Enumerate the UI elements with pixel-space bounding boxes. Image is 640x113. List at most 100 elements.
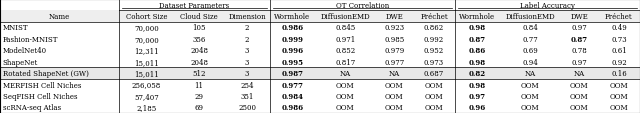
- Text: Dataset Parameters: Dataset Parameters: [159, 2, 230, 10]
- Text: 0.86: 0.86: [468, 47, 486, 55]
- Text: OOM: OOM: [425, 103, 444, 111]
- Text: 0.845: 0.845: [335, 24, 355, 32]
- Text: DiffusionEMD: DiffusionEMD: [506, 13, 555, 21]
- Text: 0.996: 0.996: [282, 47, 303, 55]
- Text: 70,000: 70,000: [134, 36, 159, 44]
- Text: OOM: OOM: [336, 81, 355, 89]
- Text: NA: NA: [389, 69, 400, 77]
- Text: 0.986: 0.986: [282, 24, 303, 32]
- Text: 0.77: 0.77: [522, 36, 538, 44]
- Text: OOM: OOM: [425, 92, 444, 100]
- Text: SeqFISH Cell Niches: SeqFISH Cell Niches: [3, 92, 77, 100]
- Text: MERFISH Cell Niches: MERFISH Cell Niches: [3, 81, 81, 89]
- Text: 0.992: 0.992: [424, 36, 444, 44]
- Text: 57,407: 57,407: [134, 92, 159, 100]
- Text: Cloud Size: Cloud Size: [180, 13, 218, 21]
- Text: 0.973: 0.973: [424, 58, 444, 66]
- Text: ModelNet40: ModelNet40: [3, 47, 47, 55]
- Text: DWE: DWE: [385, 13, 403, 21]
- Text: 351: 351: [241, 92, 254, 100]
- Text: 0.78: 0.78: [572, 47, 588, 55]
- Text: 0.979: 0.979: [384, 47, 404, 55]
- Text: 3: 3: [245, 58, 250, 66]
- Text: 0.98: 0.98: [468, 58, 486, 66]
- Text: OOM: OOM: [385, 92, 404, 100]
- Text: OOM: OOM: [521, 92, 540, 100]
- Text: OOM: OOM: [570, 103, 589, 111]
- Text: Rotated ShapeNet (GW): Rotated ShapeNet (GW): [3, 69, 88, 77]
- Text: 2: 2: [245, 24, 250, 32]
- Text: 0.61: 0.61: [611, 47, 627, 55]
- Text: 0.817: 0.817: [335, 58, 355, 66]
- Text: Name: Name: [49, 13, 70, 21]
- Text: 0.971: 0.971: [335, 36, 355, 44]
- Text: 0.69: 0.69: [522, 47, 538, 55]
- Text: OOM: OOM: [609, 81, 628, 89]
- Bar: [0, 11, 640, 23]
- Text: 0.952: 0.952: [424, 47, 444, 55]
- Text: 15,011: 15,011: [134, 58, 159, 66]
- Text: 0.999: 0.999: [282, 36, 303, 44]
- Text: 0.985: 0.985: [384, 36, 404, 44]
- Text: 0.92: 0.92: [611, 58, 627, 66]
- Text: 0.87: 0.87: [571, 36, 588, 44]
- Text: scRNA-seq Atlas: scRNA-seq Atlas: [3, 103, 61, 111]
- Text: OOM: OOM: [609, 92, 628, 100]
- Text: 0.97: 0.97: [572, 58, 588, 66]
- Text: 512: 512: [193, 69, 206, 77]
- Text: 0.97: 0.97: [572, 24, 588, 32]
- Text: 2,185: 2,185: [136, 103, 157, 111]
- Text: OOM: OOM: [521, 103, 540, 111]
- Text: 0.73: 0.73: [611, 36, 627, 44]
- Text: Fréchet: Fréchet: [420, 13, 448, 21]
- Text: DiffusionEMD: DiffusionEMD: [321, 13, 370, 21]
- Text: 3: 3: [245, 47, 250, 55]
- Text: OOM: OOM: [570, 81, 589, 89]
- Text: 0.49: 0.49: [611, 24, 627, 32]
- Text: 11: 11: [195, 81, 204, 89]
- Text: 0.862: 0.862: [424, 24, 444, 32]
- Text: NA: NA: [340, 69, 351, 77]
- Text: 0.97: 0.97: [468, 92, 486, 100]
- Text: 0.82: 0.82: [468, 69, 486, 77]
- Text: 0.977: 0.977: [384, 58, 404, 66]
- Text: Dimension: Dimension: [228, 13, 266, 21]
- Bar: [0, 68, 640, 79]
- Text: DWE: DWE: [570, 13, 588, 21]
- Text: 0.94: 0.94: [522, 58, 538, 66]
- Text: 0.986: 0.986: [282, 103, 303, 111]
- Text: 0.98: 0.98: [468, 81, 486, 89]
- Text: 256,058: 256,058: [132, 81, 161, 89]
- Text: NA: NA: [574, 69, 585, 77]
- Text: OOM: OOM: [609, 103, 628, 111]
- Text: 105: 105: [193, 24, 206, 32]
- Text: 254: 254: [241, 81, 254, 89]
- Text: OOM: OOM: [385, 81, 404, 89]
- Text: 0.923: 0.923: [385, 24, 404, 32]
- Text: OOM: OOM: [336, 92, 355, 100]
- Text: 70,000: 70,000: [134, 24, 159, 32]
- Text: 0.16: 0.16: [611, 69, 627, 77]
- Text: 0.687: 0.687: [424, 69, 444, 77]
- Text: Fashion-MNIST: Fashion-MNIST: [3, 36, 58, 44]
- Text: 0.984: 0.984: [282, 92, 303, 100]
- Text: MNIST: MNIST: [3, 24, 28, 32]
- Text: Label Accuracy: Label Accuracy: [520, 2, 575, 10]
- Text: 15,011: 15,011: [134, 69, 159, 77]
- Text: OOM: OOM: [336, 103, 355, 111]
- Text: 0.987: 0.987: [282, 69, 303, 77]
- Text: Cohort Size: Cohort Size: [126, 13, 167, 21]
- Text: Wormhole: Wormhole: [460, 13, 495, 21]
- Text: 0.852: 0.852: [335, 47, 355, 55]
- Text: 356: 356: [193, 36, 206, 44]
- Text: 2048: 2048: [190, 58, 208, 66]
- Text: OOM: OOM: [425, 81, 444, 89]
- Text: Wormhole: Wormhole: [275, 13, 310, 21]
- Text: 0.98: 0.98: [468, 24, 486, 32]
- Text: 0.87: 0.87: [468, 36, 486, 44]
- Text: 0.977: 0.977: [282, 81, 303, 89]
- Text: OOM: OOM: [570, 92, 589, 100]
- Text: 2: 2: [245, 36, 250, 44]
- Text: 3: 3: [245, 69, 250, 77]
- Text: 0.84: 0.84: [522, 24, 538, 32]
